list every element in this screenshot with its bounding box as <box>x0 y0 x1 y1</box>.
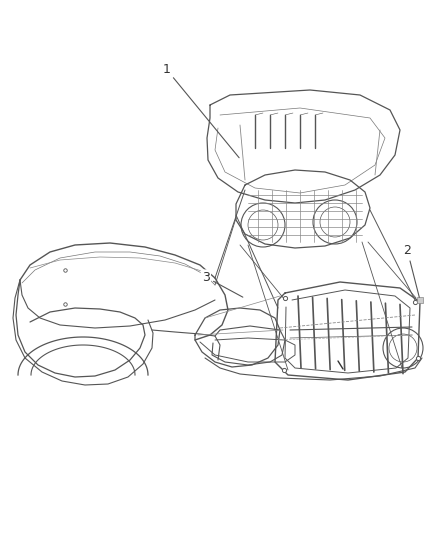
Text: 2: 2 <box>403 244 419 297</box>
Text: 1: 1 <box>162 63 239 158</box>
Text: 3: 3 <box>202 271 243 297</box>
